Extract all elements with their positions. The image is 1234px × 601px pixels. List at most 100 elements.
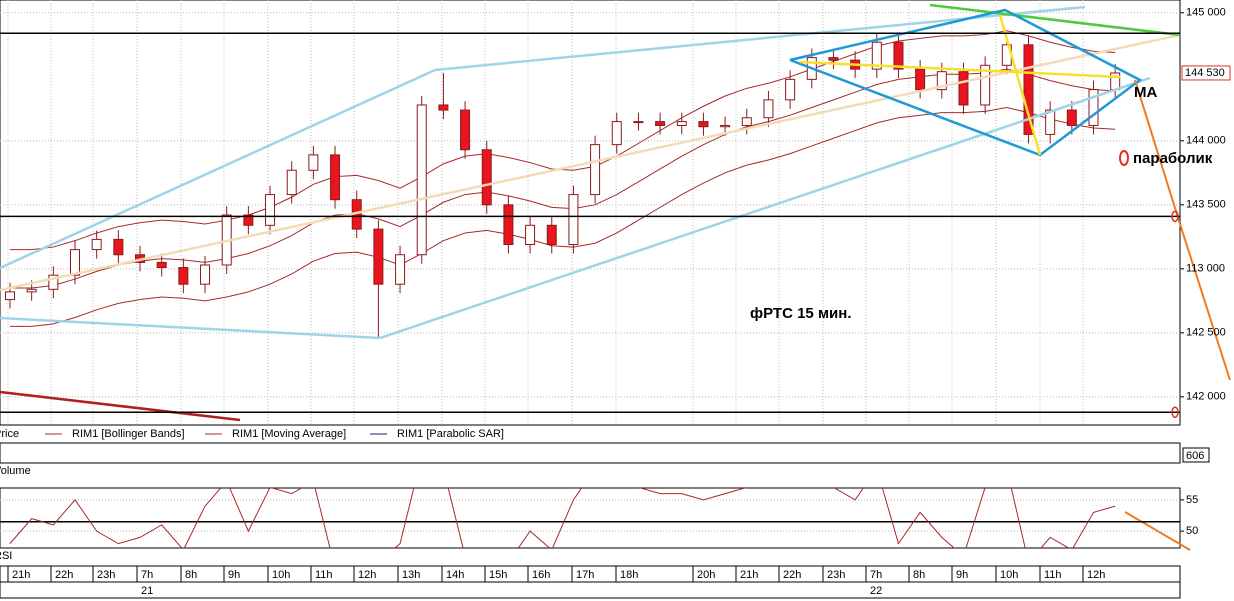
rsi-plot xyxy=(0,488,1180,548)
annotation: фРТС 15 мин. xyxy=(750,305,852,322)
candle-body xyxy=(416,104,427,256)
trend-line xyxy=(799,60,1121,79)
trend-line xyxy=(0,390,241,422)
y-tick-label: 145 000 xyxy=(1186,7,1226,19)
candle-body xyxy=(113,238,124,256)
candle-body xyxy=(611,121,622,146)
x-tick-label: 15h xyxy=(489,569,507,581)
candle-body xyxy=(763,99,774,119)
candle-body xyxy=(893,41,904,70)
candle-body xyxy=(481,149,492,206)
candle-body xyxy=(26,288,37,293)
volume-box xyxy=(1182,447,1210,463)
legend-entry: RIM1 [Moving Average] xyxy=(232,428,346,440)
x-tick-label: 8h xyxy=(185,569,197,581)
x-tick-label: 7h xyxy=(870,569,882,581)
candle-body xyxy=(91,238,102,251)
x-tick-label: 20h xyxy=(697,569,715,581)
candle-body xyxy=(720,124,731,128)
candle-body xyxy=(200,264,211,285)
level-marker xyxy=(1171,406,1179,418)
candle-body xyxy=(741,117,752,126)
level-marker xyxy=(1171,210,1179,223)
x-tick-label: 11h xyxy=(315,569,333,581)
y-tick-label: 113 000 xyxy=(1186,263,1225,275)
candle-body xyxy=(178,267,189,285)
candle-body xyxy=(265,194,276,226)
candle-body xyxy=(5,291,15,301)
candle-body xyxy=(698,121,709,128)
wedge xyxy=(789,8,1143,157)
panel-label: Volume xyxy=(0,465,31,477)
y-tick-label: 143 500 xyxy=(1186,199,1226,211)
last-price-box xyxy=(1181,65,1231,81)
candle-body xyxy=(1066,109,1077,126)
x-tick-label: 12h xyxy=(1087,569,1105,581)
x-tick-label: 9h xyxy=(956,569,968,581)
candle-body xyxy=(308,154,319,171)
x-tick-label: 16h xyxy=(532,569,550,581)
x-tick-label: 10h xyxy=(1000,569,1018,581)
annotation: MA xyxy=(1134,84,1157,101)
legend-entry: RIM1 [Parabolic SAR] xyxy=(397,428,504,440)
rsi-tick-label: 55 xyxy=(1186,494,1198,506)
candle-body xyxy=(48,274,59,290)
x-tick-label: 9h xyxy=(228,569,240,581)
forecast-arrow xyxy=(1134,79,1180,225)
trend-line xyxy=(998,14,1042,156)
candle-body xyxy=(525,224,536,246)
x-tick-label: 11h xyxy=(1044,569,1062,581)
candle-body xyxy=(828,57,839,61)
forecast-arrow xyxy=(1124,511,1191,551)
candle-body xyxy=(156,261,167,269)
candle-body xyxy=(373,228,384,285)
x-tick-label: 12h xyxy=(358,569,376,581)
trend-line xyxy=(0,33,1180,292)
candle-body xyxy=(1088,89,1099,126)
volume-panel xyxy=(0,442,1181,464)
candle-body xyxy=(936,71,947,91)
trend-line xyxy=(929,3,1180,37)
x-tick-label: 8h xyxy=(913,569,925,581)
candle-body xyxy=(980,64,991,106)
candle-body xyxy=(330,154,341,201)
volume-value: 606 xyxy=(1186,450,1204,462)
candle-body xyxy=(546,224,557,246)
candle-body xyxy=(503,204,514,246)
candle-body xyxy=(655,121,666,126)
y-tick-label: 142 500 xyxy=(1186,327,1226,339)
candle-body xyxy=(1023,44,1034,135)
rsi-line xyxy=(9,488,1116,548)
candle-body xyxy=(785,78,796,101)
legend-entry: Price xyxy=(0,428,19,440)
candle-body xyxy=(243,214,254,226)
indicator-line xyxy=(10,68,1116,289)
x-tick-label: 22h xyxy=(55,569,73,581)
candle-body xyxy=(871,41,882,70)
date-label: 22 xyxy=(870,585,882,597)
x-tick-label: 23h xyxy=(827,569,845,581)
x-tick-label: 10h xyxy=(272,569,290,581)
candle-body xyxy=(568,194,579,246)
y-tick-label: 144 000 xyxy=(1186,135,1226,147)
marker xyxy=(1119,150,1129,166)
annotation: параболик xyxy=(1133,150,1213,167)
rsi-tick-label: 50 xyxy=(1186,525,1198,537)
candle-body xyxy=(958,71,969,106)
trend-line xyxy=(0,316,381,340)
forecast-arrow xyxy=(1179,223,1231,381)
x-tick-label: 18h xyxy=(620,569,638,581)
y-tick-label: 142 000 xyxy=(1186,391,1226,403)
candle-body xyxy=(633,121,644,124)
x-tick-label: 17h xyxy=(576,569,594,581)
candle-body xyxy=(70,249,81,276)
candle-body xyxy=(676,121,687,126)
candle-body xyxy=(460,109,471,151)
candle-body xyxy=(395,254,406,285)
x-tick-label: 7h xyxy=(141,569,153,581)
x-tick-label: 22h xyxy=(783,569,801,581)
x-tick-label: 21h xyxy=(12,569,30,581)
candle-body xyxy=(286,169,297,196)
x-tick-label: 14h xyxy=(446,569,464,581)
